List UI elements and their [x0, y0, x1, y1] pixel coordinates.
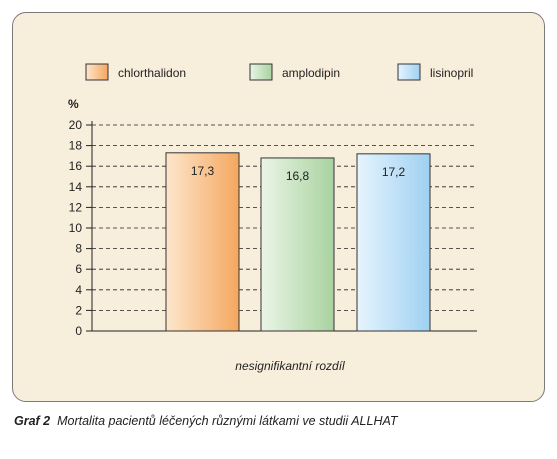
- bar-chlorthalidon: [165, 152, 240, 332]
- y-tick-label: 4: [75, 283, 82, 297]
- legend-label-lisinopril: lisinopril: [430, 66, 473, 80]
- legend-swatch-lisinopril: [397, 63, 421, 81]
- y-tick-label: 14: [69, 180, 83, 194]
- bar-value-label: 17,2: [382, 165, 406, 179]
- y-tick-label: 18: [69, 139, 83, 153]
- legend-swatch-amplodipin: [249, 63, 273, 81]
- y-tick-label: 10: [69, 221, 83, 235]
- y-tick-label: 0: [75, 324, 82, 338]
- caption-text: Mortalita pacientů léčených různými látk…: [57, 414, 398, 428]
- bar-value-label: 17,3: [191, 164, 215, 178]
- y-tick-label: 8: [75, 242, 82, 256]
- y-tick-label: 6: [75, 262, 82, 276]
- bar-amplodipin: [260, 157, 335, 332]
- caption-label: Graf 2: [14, 414, 51, 428]
- legend-swatch-chlorthalidon: [85, 63, 109, 81]
- x-axis-label: nesignifikantní rozdíl: [235, 359, 345, 373]
- legend-label-chlorthalidon: chlorthalidon: [118, 66, 186, 80]
- bar-value-label: 16,8: [286, 169, 310, 183]
- legend-label-amplodipin: amplodipin: [282, 66, 340, 80]
- y-tick-label: 2: [75, 303, 82, 317]
- y-axis-label: %: [68, 97, 79, 111]
- bar-lisinopril: [356, 153, 431, 332]
- y-tick-label: 16: [69, 159, 83, 173]
- y-tick-label: 12: [69, 200, 83, 214]
- figure-caption: Graf 2 Mortalita pacientů léčených různý…: [14, 414, 398, 428]
- y-tick-label: 20: [69, 118, 83, 132]
